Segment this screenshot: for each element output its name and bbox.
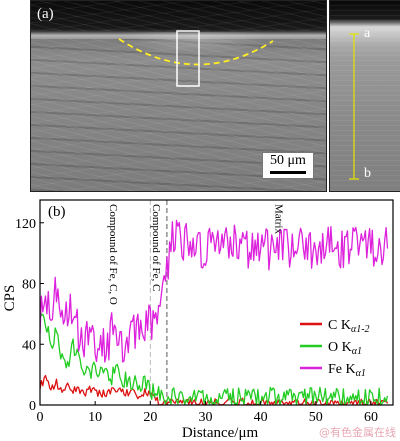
x-tick-label-2: 20 xyxy=(143,410,157,425)
annotation-1: Compound of Fe, C, O xyxy=(107,204,119,305)
annotation-2: Compound of Fe, C xyxy=(150,204,162,291)
x-tick-label-4: 40 xyxy=(254,410,268,425)
coating-surface-band xyxy=(31,31,326,39)
x-tick-label-0: 0 xyxy=(37,410,44,425)
legend-label-3: Fe Kα1 xyxy=(328,362,366,379)
sem-magnified-image xyxy=(329,0,400,192)
scale-bar: 50 μm xyxy=(262,152,314,179)
annotation-3: Matrix xyxy=(273,204,285,234)
reaction-zone xyxy=(121,32,271,54)
watermark: @有色金属在线 xyxy=(319,426,396,439)
sem-cross-section-image xyxy=(30,0,327,192)
legend-label-2: O Kα1 xyxy=(328,340,362,357)
scale-bar-line xyxy=(270,171,306,174)
y-tick-label-0: 0 xyxy=(29,399,36,414)
scale-bar-label: 50 μm xyxy=(270,153,306,168)
magnified-region-box xyxy=(176,30,200,87)
series-line-2 xyxy=(39,306,389,406)
panel-label-a: (a) xyxy=(37,6,54,22)
x-tick-label-5: 50 xyxy=(309,410,323,425)
y-axis-label: CPS xyxy=(2,285,18,312)
series-line-1 xyxy=(39,374,389,406)
x-axis-label: Distance/μm xyxy=(182,425,259,441)
x-tick-label-1: 10 xyxy=(88,410,102,425)
y-tick-label-2: 80 xyxy=(22,278,36,293)
reaction-zone-outline xyxy=(118,38,274,66)
y-tick-label-1: 40 xyxy=(22,338,36,353)
sem-overlay xyxy=(118,30,274,87)
y-tick-label-3: 120 xyxy=(15,217,36,232)
x-tick-label-6: 60 xyxy=(364,410,378,425)
x-tick-label-3: 30 xyxy=(198,410,212,425)
line-scan-overlay xyxy=(349,33,359,180)
plot-area: 0 10 20 30 40 50 60 0 40 80 120 Compound of Fe, C, … xyxy=(15,199,394,425)
line-scan-start-label: a xyxy=(364,26,371,41)
line-scan-end-label: b xyxy=(364,166,371,181)
series-line-3 xyxy=(39,219,389,363)
legend-label-1: C Kα1-2 xyxy=(328,318,370,335)
eds-line-scan-chart: 0 10 20 30 40 50 60 0 40 80 120 Compound of Fe, C, … xyxy=(2,199,394,441)
panel-label-b: (b) xyxy=(48,204,66,220)
plot-frame xyxy=(39,199,394,406)
